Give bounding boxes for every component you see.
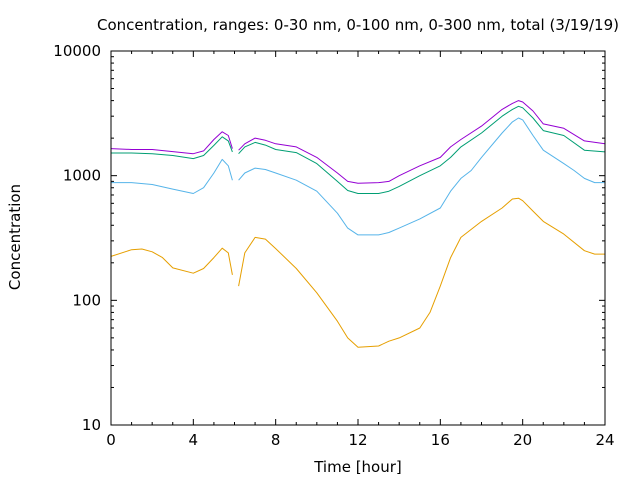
chart-title: Concentration, ranges: 0-30 nm, 0-100 nm…	[97, 16, 619, 34]
y-tick-label: 10000	[53, 42, 101, 60]
series-1-line-segment-2	[238, 197, 605, 348]
series-3-line-segment-2	[238, 105, 606, 194]
x-axis-label: Time [hour]	[313, 458, 402, 476]
x-tick-label: 16	[431, 431, 450, 449]
series-layer	[110, 100, 606, 348]
x-tick-label: 0	[106, 431, 116, 449]
y-tick-label: 10	[82, 416, 101, 434]
x-tick-label: 24	[595, 431, 614, 449]
series-3-line-segment-1	[111, 136, 233, 160]
y-axis-label: Concentration	[6, 184, 24, 290]
plot-frame	[110, 50, 606, 426]
series-4-line-segment-2	[238, 100, 606, 184]
series-1-line-segment-1	[110, 247, 233, 275]
x-tick-label: 20	[513, 431, 532, 449]
y-tick-label: 1000	[63, 167, 101, 185]
axis-layer: 0 4 8 12 16 20 24 10 100 1000 10000	[53, 42, 614, 449]
series-2-line-segment-2	[238, 117, 605, 236]
x-tick-label: 4	[189, 431, 199, 449]
x-tick-label: 8	[271, 431, 281, 449]
y-tick-label: 100	[72, 291, 101, 309]
series-2-line-segment-1	[111, 158, 233, 194]
x-tick-label: 12	[348, 431, 367, 449]
series-4-line-segment-1	[110, 131, 233, 155]
